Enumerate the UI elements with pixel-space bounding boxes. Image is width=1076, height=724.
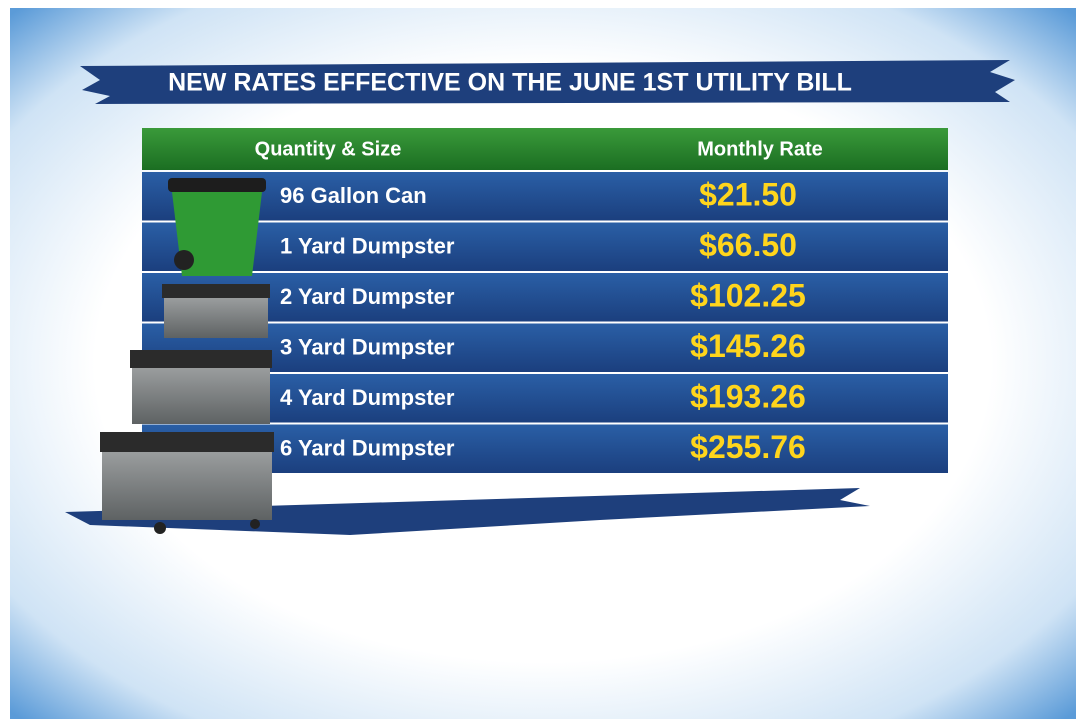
item-name: 3 Yard Dumpster [280,335,455,360]
item-name: 6 Yard Dumpster [280,436,455,461]
item-rate: $102.25 [690,278,806,314]
item-rate: $66.50 [699,227,797,263]
column-header: Monthly Rate [697,138,823,160]
column-header: Quantity & Size [255,138,402,160]
dumpster-small [162,284,270,338]
dumpster-medium [130,350,272,424]
green-can [168,178,266,276]
item-rate: $21.50 [699,177,797,213]
item-rate: $255.76 [690,429,806,465]
item-name: 2 Yard Dumpster [280,284,455,309]
item-name: 1 Yard Dumpster [280,234,455,259]
page: {"header": {"title": "NEW RATES EFFECTIV… [0,0,1076,719]
title: NEW RATES EFFECTIVE ON THE JUNE 1ST UTIL… [168,69,852,97]
item-rate: $193.26 [690,379,806,415]
dumpster-large [100,432,274,534]
table-row [142,223,948,272]
item-name: 4 Yard Dumpster [280,385,455,410]
item-rate: $145.26 [690,328,806,364]
item-name: 96 Gallon Can [280,183,427,208]
rate-graphic: NEW RATES EFFECTIVE ON THE JUNE 1ST UTIL… [0,0,1076,719]
